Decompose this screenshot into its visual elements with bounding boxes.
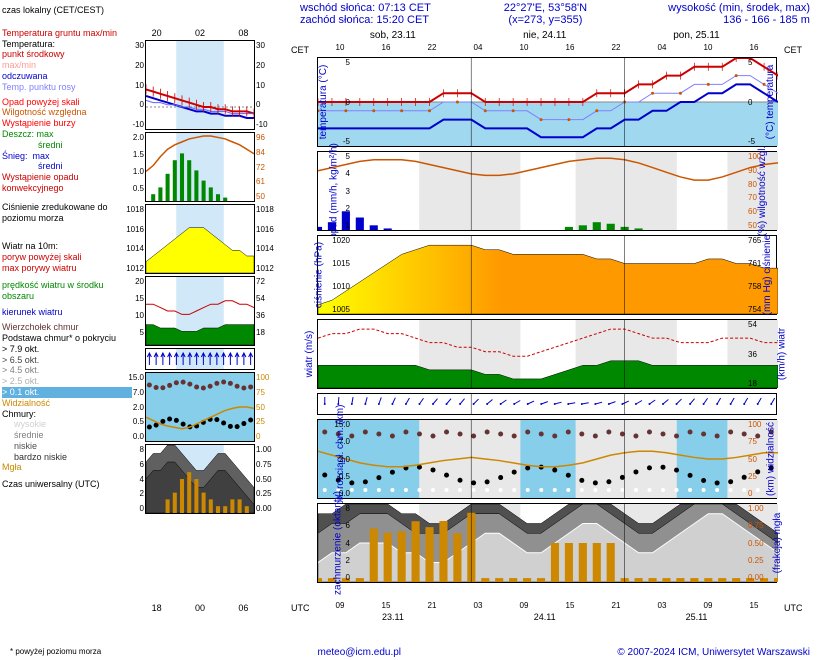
coords-label: 22°27'E, 53°58'N: [504, 2, 587, 14]
convective-label: Wystąpienie opadu konwekcyjnego: [2, 172, 132, 194]
small-axis-top: 200208: [135, 28, 265, 38]
main-date-header: sob, 23.11 nie, 24.11 pon, 25.11: [317, 30, 777, 41]
okt25-label: > 2.5 okt.: [2, 376, 132, 387]
snow-mean-label: średni: [2, 161, 132, 172]
cet-left: CET: [291, 45, 309, 55]
pressure-small: 10181016101410121018101610141012: [145, 204, 255, 274]
local-time-label: czas lokalny (CET/CEST): [2, 5, 132, 16]
precip-main: opad (mm/h, kg/m²/h)(%) wilgotność wzgl.…: [317, 151, 777, 231]
fog-label: Mgła: [2, 462, 132, 473]
wind10m-label: Wiatr na 10m:: [2, 241, 132, 252]
maxmin-label: max/min: [2, 60, 132, 71]
cloudcover-main: zachmurzenie (oktanty)(frakcja) mgła8642…: [317, 503, 777, 583]
clouds-main: pion. rozciągł. chm. (km)(km) widzialnoś…: [317, 419, 777, 499]
temperature-main: temperatura (°C)(°C) temperatura50-550-5: [317, 57, 777, 147]
okt65-label: > 6.5 okt.: [2, 355, 132, 366]
winddir-main: [317, 393, 777, 415]
sunrise-label: wschód słońca: 07:13 CET: [300, 2, 431, 14]
felt-label: odczuwana: [2, 71, 132, 82]
ground-temp-label: Temperatura gruntu max/min: [2, 28, 132, 39]
okt45-label: > 4.5 okt.: [2, 365, 132, 376]
temperature-small: 3020100-103020100-10: [145, 40, 255, 130]
main-bottom-dates: 23.11 24.11 25.11: [317, 612, 777, 622]
visibility-label: Widzialność: [2, 398, 132, 409]
small-axis-bottom: 180006: [135, 603, 265, 613]
rain-mean-label: średni: [2, 140, 132, 151]
temp-label: Temperatura:: [2, 39, 132, 50]
max-gust-label: max porywy wiatru: [2, 263, 132, 274]
precip-off-label: Opad powyżej skali: [2, 97, 132, 108]
rh-label: Wilgotność względna: [2, 107, 132, 118]
wind-main: wiatr (m/s)(km/h) wiatr543618: [317, 319, 777, 389]
pressure-main: ciśnienie (hPa)(mm Hg) ciśnienie10201015…: [317, 235, 777, 315]
pressure-label: Ciśnienie zredukowane do poziomu morza: [2, 202, 132, 224]
elevation-label: wysokość (min, środek, max) 136 - 166 - …: [660, 2, 810, 26]
left-labels: czas lokalny (CET/CEST) Temperatura grun…: [2, 5, 132, 490]
mid-label: średnie: [2, 430, 132, 441]
snow-label: Śnieg: max: [2, 151, 132, 162]
storm-label: Wystąpienie burzy: [2, 118, 132, 129]
asl-note: * powyżej poziomu morza: [10, 647, 101, 658]
main-bottom-ticks: 09152103091521030915: [317, 601, 777, 610]
clouds-label: Chmury:: [2, 409, 132, 420]
grid-label: (x=273, y=355): [504, 14, 587, 26]
low-label: niskie: [2, 441, 132, 452]
cloudcover-small: 864201.000.750.500.250.00: [145, 444, 255, 514]
cloud-top-label: Wierzchołek chmur: [2, 322, 132, 333]
gust-off-label: poryw powyżej skali: [2, 252, 132, 263]
winddir-small: [145, 348, 255, 370]
wind-dir-label: kierunek wiatru: [2, 307, 132, 318]
vlow-label: bardzo niskie: [2, 452, 132, 463]
high-label: wysokie: [2, 419, 132, 430]
main-charts-column: temperatura (°C)(°C) temperatura50-550-5…: [317, 45, 777, 587]
cloud-base-label: Podstawa chmur* o pokryciu: [2, 333, 132, 344]
okt01-label: > 0.1 okt.: [2, 387, 132, 398]
utc-label: Czas uniwersalny (UTC): [2, 479, 132, 490]
clouds-small: 15.07.02.00.50.01007550250: [145, 372, 255, 442]
midpoint-label: punkt środkowy: [2, 49, 132, 60]
utc-right: UTC: [784, 603, 803, 613]
header: wschód słońca: 07:13 CET zachód słońca: …: [300, 2, 810, 26]
footer-email: meteo@icm.edu.pl: [318, 647, 402, 658]
sunset-label: zachód słońca: 15:20 CET: [300, 14, 431, 26]
utc-left: UTC: [291, 603, 310, 613]
dewpoint-label: Temp. punktu rosy: [2, 82, 132, 93]
cet-right: CET: [784, 45, 802, 55]
wind-speed-label: prędkość wiatru w środku obszaru: [2, 280, 132, 302]
footer-copyright: © 2007-2024 ICM, Uniwersytet Warszawski: [617, 647, 810, 658]
okt79-label: > 7.9 okt.: [2, 344, 132, 355]
rain-label: Deszcz: max: [2, 129, 132, 140]
small-charts-column: 3020100-103020100-102.01.51.00.596847261…: [135, 40, 265, 516]
wind-small: 201510572543618: [145, 276, 255, 346]
footer: * powyżej poziomu morza meteo@icm.edu.pl…: [0, 647, 820, 658]
precip-small: 2.01.51.00.59684726150: [145, 132, 255, 202]
